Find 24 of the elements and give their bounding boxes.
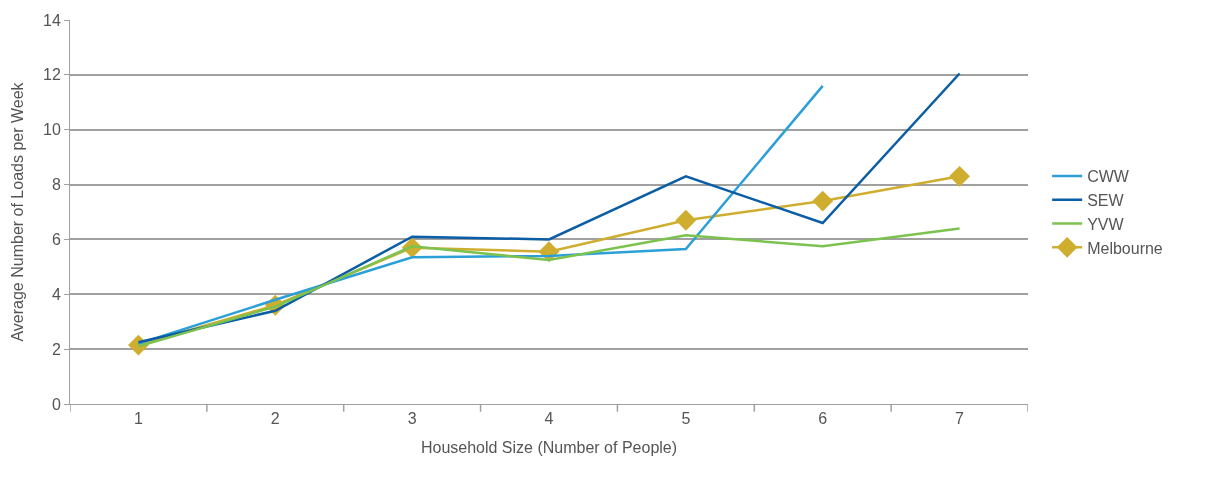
y-axis-title: Average Number of Loads per Week xyxy=(8,81,26,342)
legend-label: Melbourne xyxy=(1087,239,1163,257)
x-tick-label: 1 xyxy=(133,410,143,428)
y-tick-label: 12 xyxy=(43,66,61,84)
x-tick-label: 2 xyxy=(270,410,280,428)
legend-label: SEW xyxy=(1087,191,1125,209)
x-tick-label: 4 xyxy=(544,410,554,428)
point xyxy=(675,209,697,231)
x-tick-label: 6 xyxy=(818,410,828,428)
point xyxy=(812,190,834,212)
legend-label: CWW xyxy=(1087,168,1130,186)
x-axis-title: Household Size (Number of People) xyxy=(420,438,678,456)
x-tick-label: 5 xyxy=(681,410,691,428)
y-tick-label: 10 xyxy=(43,121,61,139)
y-tick-label: 0 xyxy=(51,395,61,413)
x-tick-label: 7 xyxy=(955,410,965,428)
x-tick-label: 3 xyxy=(407,410,417,428)
y-tick-label: 8 xyxy=(51,176,61,194)
y-tick-label: 14 xyxy=(43,11,61,29)
point xyxy=(949,165,970,187)
y-tick-label: 6 xyxy=(51,231,61,249)
y-tick-label: 2 xyxy=(51,340,61,358)
legend-label: YVW xyxy=(1087,215,1125,233)
y-tick-label: 4 xyxy=(51,285,61,303)
